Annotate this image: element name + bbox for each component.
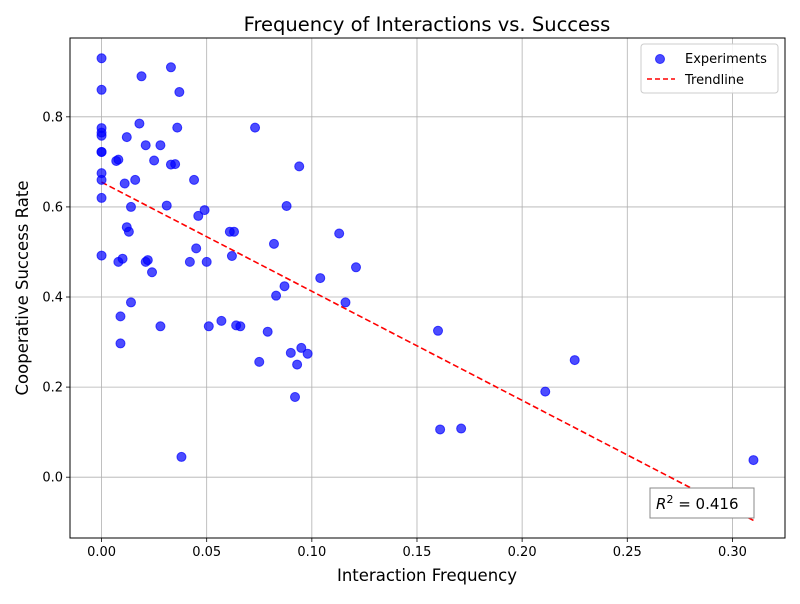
data-point bbox=[271, 290, 282, 301]
data-point bbox=[235, 321, 246, 332]
data-point bbox=[351, 262, 361, 273]
trendline bbox=[101, 181, 754, 522]
y-tick-label: 0.2 bbox=[42, 381, 63, 396]
data-points bbox=[96, 53, 759, 466]
data-point bbox=[174, 87, 185, 98]
legend-marker-experiments bbox=[655, 54, 665, 64]
data-point bbox=[285, 347, 296, 358]
data-point bbox=[113, 154, 124, 165]
x-tick-label: 0.10 bbox=[297, 545, 326, 560]
y-axis-label: Cooperative Success Rate bbox=[13, 181, 32, 396]
data-point bbox=[96, 146, 107, 157]
data-point bbox=[456, 423, 467, 434]
r-squared-box bbox=[649, 487, 755, 519]
data-point bbox=[296, 342, 307, 353]
data-point bbox=[140, 140, 151, 151]
data-point bbox=[226, 251, 237, 262]
data-point bbox=[250, 122, 261, 133]
y-tick-label: 0.8 bbox=[42, 110, 63, 125]
data-point bbox=[142, 255, 153, 266]
data-point bbox=[281, 201, 292, 212]
y-axis-ticks: 0.0 0.2 0.4 0.6 0.8 bbox=[42, 110, 70, 486]
data-point bbox=[290, 392, 301, 403]
data-point bbox=[279, 281, 290, 292]
x-tick-label: 0.30 bbox=[718, 545, 747, 560]
data-point bbox=[176, 451, 187, 462]
data-point bbox=[161, 200, 172, 211]
x-tick-label: 0.05 bbox=[192, 545, 221, 560]
data-point bbox=[203, 321, 214, 332]
data-point bbox=[96, 53, 107, 64]
r-squared-annotation: R2 = 0.416 bbox=[649, 487, 755, 519]
data-point bbox=[216, 315, 227, 326]
data-point bbox=[134, 118, 145, 129]
legend-label-trendline: Trendline bbox=[684, 73, 744, 88]
data-point bbox=[123, 226, 134, 237]
data-point bbox=[748, 455, 759, 466]
x-tick-label: 0.25 bbox=[613, 545, 642, 560]
data-point bbox=[334, 228, 345, 239]
x-tick-label: 0.20 bbox=[508, 545, 537, 560]
chart-title: Frequency of Interactions vs. Success bbox=[244, 13, 611, 36]
data-point bbox=[125, 297, 136, 308]
data-point bbox=[262, 326, 273, 337]
y-tick-label: 0.0 bbox=[42, 471, 63, 486]
data-point bbox=[165, 62, 176, 73]
legend-label-experiments: Experiments bbox=[685, 52, 767, 67]
data-point bbox=[184, 256, 195, 267]
y-tick-label: 0.6 bbox=[42, 200, 63, 215]
data-point bbox=[130, 174, 141, 185]
data-point bbox=[315, 273, 326, 284]
data-point bbox=[189, 174, 200, 185]
data-point bbox=[170, 159, 181, 170]
data-point bbox=[96, 174, 107, 185]
x-axis-ticks: 0.00 0.05 0.10 0.15 0.20 0.25 0.30 bbox=[87, 538, 747, 560]
data-point bbox=[96, 192, 107, 203]
data-point bbox=[117, 253, 128, 264]
y-tick-label: 0.4 bbox=[42, 291, 63, 306]
legend: Experiments Trendline bbox=[640, 43, 779, 94]
grid-lines bbox=[70, 38, 785, 538]
x-tick-label: 0.00 bbox=[87, 545, 116, 560]
data-point bbox=[121, 132, 132, 143]
data-point bbox=[201, 256, 212, 267]
data-point bbox=[96, 250, 107, 261]
legend-box bbox=[640, 43, 779, 94]
data-point bbox=[268, 238, 279, 249]
data-point bbox=[115, 338, 126, 349]
data-point bbox=[294, 161, 305, 172]
data-point bbox=[136, 71, 147, 82]
data-point bbox=[193, 210, 204, 221]
data-point bbox=[229, 226, 240, 237]
data-point bbox=[254, 356, 265, 367]
r-squared-label: R2 = 0.416 bbox=[656, 493, 738, 513]
data-point bbox=[172, 122, 183, 133]
data-point bbox=[191, 243, 202, 254]
data-point bbox=[119, 178, 130, 189]
data-point bbox=[147, 267, 158, 278]
data-point bbox=[340, 297, 351, 308]
data-point bbox=[125, 201, 136, 212]
data-point bbox=[155, 321, 166, 332]
data-point bbox=[435, 424, 446, 435]
data-point bbox=[96, 84, 107, 95]
data-point bbox=[115, 311, 126, 322]
data-point bbox=[302, 348, 313, 359]
data-point bbox=[149, 155, 160, 166]
trendline-layer bbox=[101, 181, 754, 522]
x-tick-label: 0.15 bbox=[403, 545, 432, 560]
data-point bbox=[199, 205, 210, 216]
data-point bbox=[292, 359, 303, 370]
plot-frame bbox=[69, 37, 786, 539]
x-axis-label: Interaction Frequency bbox=[337, 566, 517, 585]
data-point bbox=[155, 140, 166, 151]
data-point bbox=[540, 386, 551, 397]
data-point bbox=[433, 325, 444, 336]
data-point bbox=[569, 355, 580, 366]
data-point bbox=[96, 130, 107, 141]
